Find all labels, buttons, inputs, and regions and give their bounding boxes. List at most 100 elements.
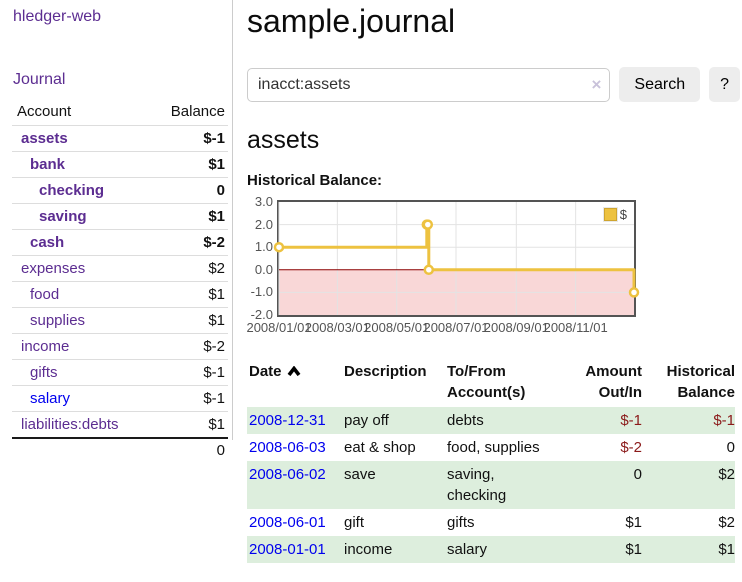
legend-swatch-icon <box>603 208 617 221</box>
register-amount-cell: $-2 <box>620 439 642 456</box>
register-row: 2008-06-03 eat & shop food, supplies $-2 0 <box>247 434 735 461</box>
account-heading: assets <box>247 126 320 154</box>
register-header-date[interactable]: Date <box>247 359 344 407</box>
account-link-food[interactable]: food <box>30 286 60 303</box>
register-date-link[interactable]: 2008-01-01 <box>249 541 326 558</box>
account-link-bank[interactable]: bank <box>30 156 66 173</box>
account-link-saving[interactable]: saving <box>39 208 87 225</box>
account-balance: $1 <box>148 411 228 439</box>
account-row: saving $1 <box>12 203 228 230</box>
y-tick-label: 1.0 <box>254 239 273 255</box>
register-balance-cell: $2 <box>718 466 735 483</box>
register-header-description: Description <box>344 363 427 380</box>
main-content: sample.journal × Search ? assets Histori… <box>246 0 740 563</box>
account-balance: $1 <box>148 203 228 230</box>
legend-label: $ <box>619 207 627 222</box>
x-tick-label: 2008/01/01 <box>246 320 312 335</box>
chart-plot: $ <box>273 200 640 317</box>
register-description-cell: save <box>344 466 376 483</box>
account-link-supplies[interactable]: supplies <box>30 312 86 329</box>
register-date-cell: 2008-01-01 <box>247 536 344 563</box>
account-link-salary[interactable]: salary <box>30 390 71 407</box>
search-button[interactable]: Search <box>619 67 701 102</box>
register-date-link[interactable]: 2008-06-02 <box>249 466 326 483</box>
register-row: 2008-06-02 save saving, checking 0 $2 <box>247 461 735 509</box>
accounts-total-balance: 0 <box>216 442 225 459</box>
sidebar-item-journal[interactable]: Journal <box>13 71 66 88</box>
account-row: supplies $1 <box>12 307 228 334</box>
register-amount-cell: $1 <box>625 541 642 558</box>
accounts-header-balance: Balance <box>148 99 228 126</box>
account-link-liabilities:debts[interactable]: liabilities:debts <box>21 416 119 433</box>
y-tick-label: 0.0 <box>254 261 273 277</box>
x-tick-label: 2008/11/01 <box>543 320 608 335</box>
data-point-marker <box>628 287 640 298</box>
register-header-date-label: Date <box>249 363 282 380</box>
register-description-cell: eat & shop <box>344 439 416 456</box>
account-link-checking[interactable]: checking <box>39 182 105 199</box>
account-link-gifts[interactable]: gifts <box>30 364 58 381</box>
search-input[interactable] <box>247 67 611 102</box>
y-tick-label: 3.0 <box>254 194 273 209</box>
accounts-table: Account Balance assets $-1 bank $1 checking 0… <box>12 99 228 463</box>
register-date-link[interactable]: 2008-06-01 <box>249 514 326 531</box>
register-amount-cell: $-1 <box>620 412 642 429</box>
account-row: checking 0 <box>12 177 228 204</box>
account-balance: 0 <box>148 177 228 204</box>
register-date-cell: 2008-06-03 <box>247 434 344 461</box>
data-point-marker <box>273 241 285 253</box>
register-description-cell: gift <box>344 514 365 531</box>
account-row: food $1 <box>12 281 228 308</box>
account-row: expenses $2 <box>12 255 228 282</box>
register-row: 2008-01-01 income salary $1 $1 <box>247 536 735 563</box>
account-link-assets[interactable]: assets <box>21 130 68 147</box>
help-button[interactable]: ? <box>709 67 740 102</box>
register-balance-cell: $-1 <box>713 412 735 429</box>
register-table: Date Description To/From Account(s) Amou… <box>247 359 735 563</box>
y-tick-label: 2.0 <box>254 216 273 232</box>
chart-canvas <box>273 202 640 315</box>
register-accounts-cell: salary <box>447 541 488 558</box>
register-description-cell: income <box>344 541 393 558</box>
account-link-income[interactable]: income <box>21 338 70 355</box>
register-date-link[interactable]: 2008-12-31 <box>249 412 326 429</box>
account-link-cash[interactable]: cash <box>30 234 65 251</box>
sidebar: hledger-web Journal Account Balance asse… <box>0 0 232 582</box>
register-row: 2008-06-01 gift gifts $1 $2 <box>247 509 735 536</box>
sort-ascending-icon <box>287 365 300 377</box>
register-date-link[interactable]: 2008-06-03 <box>249 439 326 456</box>
account-row: bank $1 <box>12 151 228 178</box>
app-brand-link[interactable]: hledger-web <box>13 8 102 25</box>
register-header-amount: Amount Out/In <box>585 363 642 401</box>
register-accounts-cell: food, supplies <box>447 439 540 456</box>
account-balance: $2 <box>148 255 228 282</box>
chart: $ 3.0 2.0 1.0 0.0 -1.0 -2.0 2008/01/01 2008/03/… <box>246 194 740 340</box>
register-date-cell: 2008-12-31 <box>247 407 344 434</box>
register-row: 2008-12-31 pay off debts $-1 $-1 <box>247 407 735 434</box>
account-balance: $1 <box>148 281 228 308</box>
account-row: gifts $-1 <box>12 359 228 386</box>
accounts-table-header: Account Balance <box>12 99 228 126</box>
account-balance: $-1 <box>148 359 228 386</box>
account-balance: $1 <box>148 307 228 334</box>
clear-search-icon[interactable]: × <box>591 74 602 94</box>
accounts-total-row: 0 <box>12 438 228 463</box>
data-point-marker <box>423 264 435 276</box>
account-balance: $-1 <box>148 125 228 152</box>
total-spacer <box>12 438 148 463</box>
register-amount-cell: 0 <box>633 466 642 483</box>
register-accounts-cell: debts <box>447 412 484 429</box>
x-tick-label: 2008/03/01 <box>304 320 370 335</box>
register-balance-cell: 0 <box>726 439 735 456</box>
data-point-marker <box>422 219 434 230</box>
register-balance-cell: $1 <box>718 541 735 558</box>
account-link-expenses[interactable]: expenses <box>21 260 86 277</box>
page-title: sample.journal <box>247 3 456 39</box>
accounts-table-body: assets $-1 bank $1 checking 0 saving $1 cash $-2 e… <box>12 125 228 464</box>
register-header-accounts: To/From Account(s) <box>447 363 526 401</box>
account-row: assets $-1 <box>12 125 228 152</box>
register-description-cell: pay off <box>344 412 389 429</box>
account-balance: $-1 <box>148 385 228 412</box>
register-date-cell: 2008-06-02 <box>247 461 344 509</box>
account-row: income $-2 <box>12 333 228 360</box>
